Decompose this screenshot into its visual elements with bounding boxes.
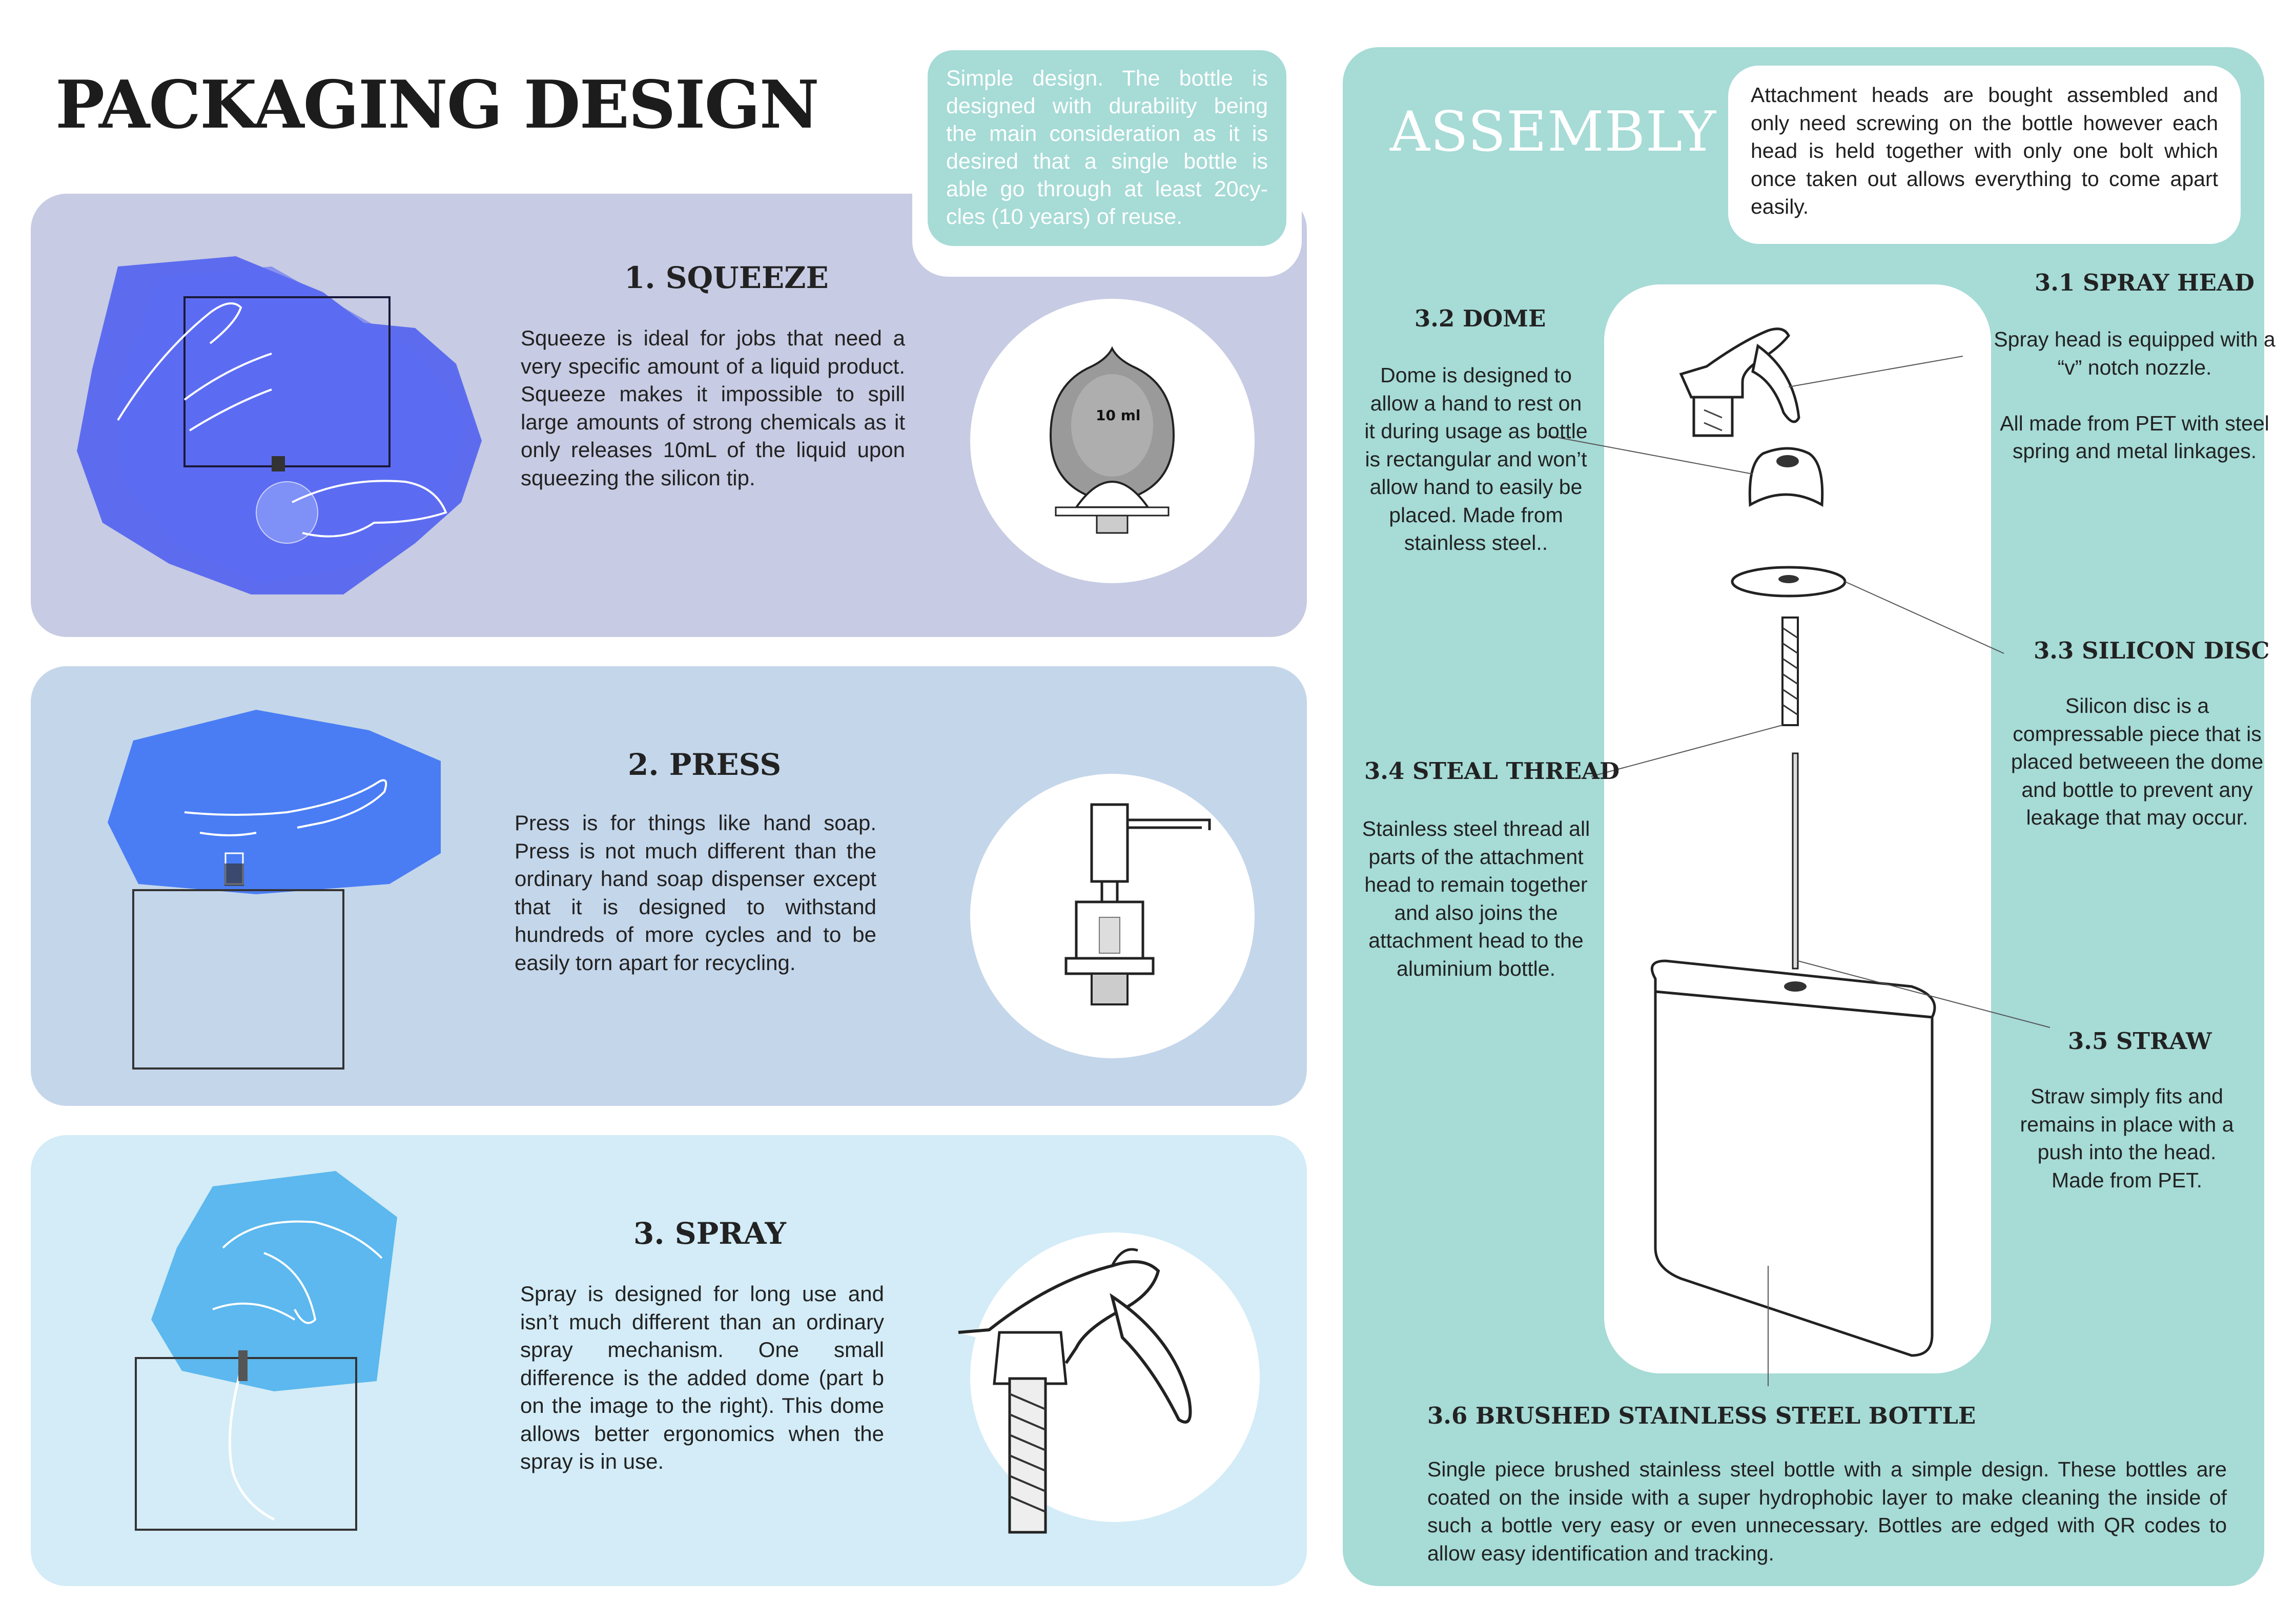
bottle-part <box>1650 959 1936 1357</box>
spray-title: 3. SPRAY <box>633 1216 786 1251</box>
label-silicon-disc: 3.3 SILICON DISC <box>2034 637 2270 664</box>
press-pump-illustration <box>1064 803 1211 1005</box>
steel-thread-part <box>1781 616 1799 726</box>
assembly-note: Attachment heads are bought assembled an… <box>1728 66 2241 244</box>
intro-note: Simple design. The bottle is designed wi… <box>928 50 1286 246</box>
press-title: 2. PRESS <box>628 747 782 782</box>
exploded-view-illustration <box>1547 327 2051 1386</box>
squeeze-hand-illustration <box>77 256 482 594</box>
spray-trigger-illustration <box>958 1248 1192 1534</box>
page-title: PACKAGING DESIGN <box>55 67 819 143</box>
squeeze-bulb-illustration: 10 ml <box>1049 346 1175 534</box>
text-spray-head: Spray head is equipped with a “v” notch … <box>1994 327 2276 463</box>
dome-part <box>1748 447 1824 507</box>
label-dome: 3.2 DOME <box>1414 305 1546 332</box>
text-straw: Straw simply fits and remains in place w… <box>2020 1084 2234 1192</box>
press-hand-illustration <box>108 710 441 1070</box>
spray-head-part <box>1679 327 1800 437</box>
spray-hand-illustration <box>135 1171 397 1531</box>
silicon-disc-part <box>1731 566 1847 598</box>
label-spray-head: 3.1 SPRAY HEAD <box>2035 269 2254 296</box>
text-dome: Dome is designed to allow a hand to rest… <box>1364 363 1588 554</box>
squeeze-title: 1. SQUEEZE <box>624 260 829 295</box>
press-text: Press is for things like hand soap. Pres… <box>515 811 876 975</box>
label-straw: 3.5 STRAW <box>2068 1027 2212 1055</box>
label-steel-thread: 3.4 STEAL THREAD <box>1364 757 1620 785</box>
bulb-label: 10 ml <box>1096 407 1141 424</box>
text-silicon-disc: Silicon disc is a compressable piece tha… <box>2011 694 2264 829</box>
text-steel-thread: Stainless steel thread all parts of the … <box>1362 817 1590 980</box>
squeeze-text: Squeeze is ideal for jobs that need a ve… <box>521 326 905 490</box>
assembly-title: ASSEMBLY <box>1390 100 1716 164</box>
label-bottle: 3.6 BRUSHED STAINLESS STEEL BOTTLE <box>1427 1402 1976 1429</box>
text-bottle: Single piece brushed stainless steel bot… <box>1427 1457 2227 1565</box>
spray-text: Spray is designed for long use and isn’t… <box>520 1282 884 1473</box>
straw-part <box>1792 752 1799 970</box>
